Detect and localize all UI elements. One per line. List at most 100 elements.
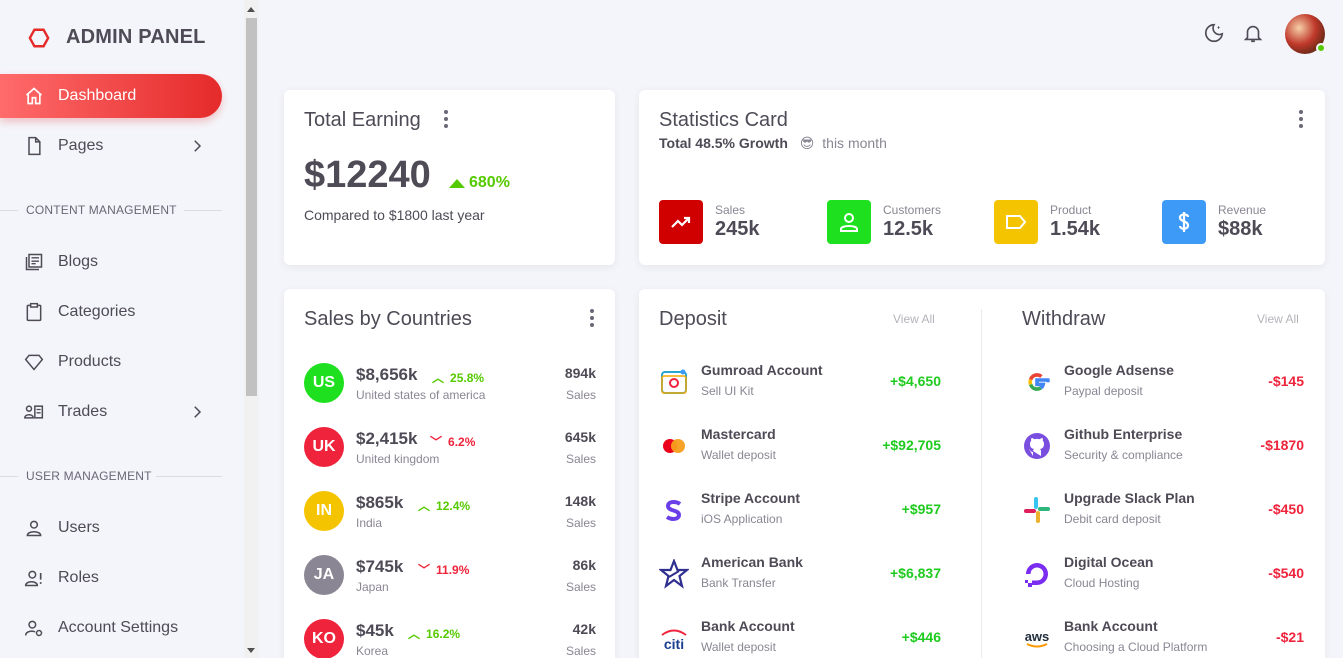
sidebar-item-pages[interactable]: Pages — [0, 124, 222, 168]
sidebar-item-label: Roles — [58, 569, 99, 586]
sidebar-scrollbar[interactable] — [244, 0, 259, 658]
deposit-view-all-link[interactable]: View All — [893, 312, 935, 326]
txn-amount: +$92,705 — [882, 437, 941, 453]
stat-label: Sales — [715, 203, 746, 217]
user-alert-icon — [24, 570, 42, 587]
withdraw-row[interactable]: Google Adsense Paypal deposit -$145 — [1022, 359, 1304, 405]
sidebar-item-trades[interactable]: Trades — [0, 390, 222, 434]
scroll-up-arrow[interactable] — [247, 7, 255, 12]
sidebar-item-dashboard[interactable]: Dashboard — [0, 74, 222, 118]
stat-value: 12.5k — [883, 218, 934, 240]
stat-value: 1.54k — [1050, 218, 1101, 240]
country-row: JA $745k ﹀ 11.9% Japan 86k Sales — [304, 551, 596, 599]
country-amount: $8,656k — [356, 365, 418, 384]
more-vertical-icon[interactable] — [1299, 110, 1303, 128]
change-value: 25.8% — [450, 370, 485, 385]
card-title: Sales by Countries — [304, 308, 472, 330]
stat-product: Product 1.54k — [994, 200, 1100, 244]
blogs-icon — [25, 253, 43, 271]
country-row: US $8,656k ︿ 25.8% United states of ameri… — [304, 359, 596, 407]
slack-icon — [1022, 495, 1052, 525]
brand[interactable]: ADMIN PANEL — [28, 26, 206, 49]
stat-label: Revenue — [1218, 203, 1267, 217]
withdraw-row[interactable]: aws Bank Account Choosing a Cloud Platfo… — [1022, 615, 1304, 658]
txn-title: Gumroad Account — [701, 362, 823, 378]
label-icon — [994, 200, 1038, 244]
more-vertical-icon[interactable] — [444, 110, 448, 128]
deposit-title: Deposit — [659, 308, 727, 330]
bell-icon[interactable] — [1242, 22, 1264, 44]
txn-subtitle: iOS Application — [701, 512, 783, 526]
deposit-row[interactable]: citi Bank Account Wallet deposit +$446 — [659, 615, 941, 658]
txn-title: Stripe Account — [701, 490, 801, 506]
sidebar-item-label: Dashboard — [58, 87, 137, 104]
txn-subtitle: Wallet deposit — [701, 448, 776, 462]
deposit-withdraw-card: Deposit View All Withdraw View All Gumro… — [639, 289, 1325, 658]
txn-subtitle: Paypal deposit — [1064, 384, 1143, 398]
txn-title: Google Adsense — [1064, 362, 1174, 378]
change-value: 12.4% — [436, 498, 471, 513]
statistics-card: Statistics Card Total 48.5% Growth 😎 thi… — [639, 90, 1325, 265]
txn-title: American Bank — [701, 554, 803, 570]
avatar[interactable] — [1285, 14, 1326, 54]
withdraw-row[interactable]: Github Enterprise Security & compliance … — [1022, 423, 1304, 469]
country-sales-label: Sales — [565, 516, 596, 530]
chevron-down-icon: ﹀ — [418, 563, 431, 577]
section-divider — [156, 476, 222, 477]
change-value: 11.9% — [436, 562, 470, 577]
gumroad-icon — [659, 367, 689, 397]
more-vertical-icon[interactable] — [590, 309, 594, 327]
period-text: this month — [822, 135, 887, 151]
deposit-row[interactable]: Stripe Account iOS Application +$957 — [659, 487, 941, 533]
txn-amount: +$4,650 — [890, 373, 941, 389]
deposit-row[interactable]: American Bank Bank Transfer +$6,837 — [659, 551, 941, 597]
scroll-down-arrow[interactable] — [247, 648, 255, 653]
sidebar-item-label: Account Settings — [58, 619, 179, 636]
digitalocean-icon — [1022, 559, 1052, 589]
growth-text: Total 48.5% Growth — [659, 135, 788, 151]
withdraw-row[interactable]: Digital Ocean Cloud Hosting -$540 — [1022, 551, 1304, 597]
sidebar-item-categories[interactable]: Categories — [0, 290, 222, 334]
stat-customers: Customers 12.5k — [827, 200, 941, 244]
country-change: ︿ 12.4% — [418, 497, 470, 514]
earning-amount: $12240 — [304, 154, 431, 196]
stat-value: 245k — [715, 218, 760, 240]
earning-growth: 680% — [449, 174, 510, 192]
txn-amount: -$450 — [1268, 501, 1304, 517]
home-icon — [25, 87, 43, 105]
column-divider — [981, 309, 982, 658]
sidebar-item-blogs[interactable]: Blogs — [0, 240, 222, 284]
sidebar-item-roles[interactable]: Roles — [0, 556, 222, 600]
deposit-row[interactable]: Mastercard Wallet deposit +$92,705 — [659, 423, 941, 469]
txn-amount: +$6,837 — [890, 565, 941, 581]
country-name: United kingdom — [356, 452, 440, 466]
chevron-up-icon: ︿ — [408, 627, 421, 641]
withdraw-row[interactable]: Upgrade Slack Plan Debit card deposit -$… — [1022, 487, 1304, 533]
stripe-icon — [659, 495, 689, 525]
stat-revenue: Revenue $88k — [1162, 200, 1266, 244]
sidebar-item-users[interactable]: Users — [0, 506, 222, 550]
section-user-management: USER MANAGEMENT — [26, 469, 152, 483]
section-divider — [0, 476, 18, 477]
country-change: ﹀ 6.2% — [430, 433, 475, 450]
deposit-row[interactable]: Gumroad Account Sell UI Kit +$4,650 — [659, 359, 941, 405]
sidebar-item-products[interactable]: Products — [0, 340, 222, 384]
country-amount: $745k — [356, 557, 404, 576]
txn-subtitle: Wallet deposit — [701, 640, 776, 654]
scroll-thumb[interactable] — [246, 18, 257, 396]
citi-icon: citi — [659, 623, 689, 653]
google-icon — [1022, 367, 1052, 397]
trending-up-icon — [659, 200, 703, 244]
withdraw-view-all-link[interactable]: View All — [1257, 312, 1299, 326]
file-icon — [28, 136, 41, 156]
sidebar-item-account-settings[interactable]: Account Settings — [0, 606, 222, 650]
sunglasses-emoji-icon: 😎 — [799, 135, 815, 151]
txn-amount: -$145 — [1268, 373, 1304, 389]
theme-toggle-icon[interactable] — [1203, 22, 1225, 44]
clipboard-icon — [26, 302, 42, 322]
country-sales: 42k — [572, 621, 596, 637]
withdraw-title: Withdraw — [1022, 308, 1106, 330]
txn-subtitle: Sell UI Kit — [701, 384, 754, 398]
total-earning-card: Total Earning $12240 680% Compared to $1… — [284, 90, 615, 265]
trades-icon — [24, 405, 44, 419]
